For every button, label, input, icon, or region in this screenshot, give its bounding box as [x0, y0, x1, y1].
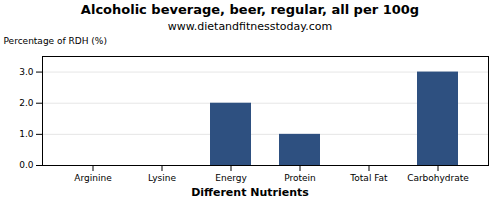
svg-text:Lysine: Lysine — [148, 173, 176, 183]
svg-text:3.0: 3.0 — [19, 67, 34, 77]
svg-text:Arginine: Arginine — [74, 173, 112, 183]
svg-text:Total Fat: Total Fat — [349, 173, 388, 183]
svg-text:2.0: 2.0 — [19, 98, 34, 108]
html-text:Different Nutrients: Different Nutrients — [191, 186, 309, 199]
svg-text:Protein: Protein — [284, 173, 316, 183]
svg-text:0.0: 0.0 — [19, 160, 34, 170]
svg-text:Energy: Energy — [215, 173, 247, 183]
svg-text:Percentage of RDH (%): Percentage of RDH (%) — [4, 36, 107, 46]
html-text:www.dietandfitnesstoday.com: www.dietandfitnesstoday.com — [167, 20, 333, 33]
html-text:Alcoholic beverage, beer, regu: Alcoholic beverage, beer, regular, all p… — [80, 2, 420, 17]
svg-text:Carbohydrate: Carbohydrate — [407, 173, 469, 183]
svg-text:1.0: 1.0 — [19, 129, 34, 139]
